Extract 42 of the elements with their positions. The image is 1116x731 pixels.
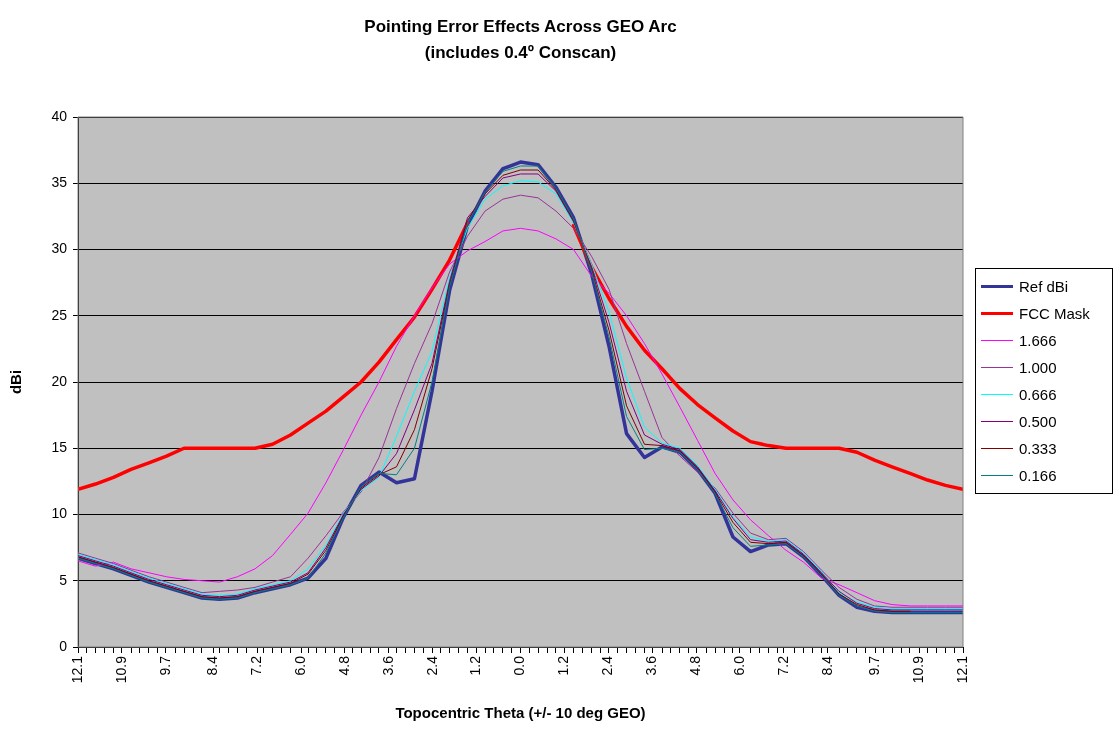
- x-tick-label: 7.2: [248, 655, 265, 676]
- y-tick-label: 0: [59, 637, 68, 654]
- legend-label: 0.666: [1019, 386, 1057, 403]
- x-tick-label: 8.4: [818, 655, 835, 676]
- y-tick-label: 20: [51, 372, 68, 389]
- y-tick-label: 40: [51, 107, 68, 124]
- y-tick-label: 25: [51, 306, 68, 323]
- x-tick-label: 1.2: [555, 655, 572, 676]
- legend-label: 0.333: [1019, 440, 1057, 457]
- y-tick-label: 30: [51, 240, 68, 257]
- x-tick-label: 8.4: [204, 655, 221, 676]
- x-tick-label: 9.7: [156, 655, 173, 676]
- x-tick-label: 9.7: [866, 655, 883, 676]
- x-axis-title: Topocentric Theta (+/- 10 deg GEO): [395, 704, 646, 722]
- x-tick-label: 10.9: [112, 655, 129, 684]
- x-tick-label: 2.4: [423, 655, 440, 676]
- x-tick-label: 1.2: [467, 655, 484, 676]
- legend-label: 1.000: [1019, 359, 1057, 376]
- x-tick-label: 12.1: [68, 655, 85, 684]
- legend-label: 0.166: [1019, 467, 1057, 484]
- x-tick-label: 0.0: [511, 655, 528, 676]
- x-tick-label: 4.8: [686, 655, 703, 676]
- y-tick-label: 10: [51, 505, 68, 522]
- x-tick-label: 7.2: [774, 655, 791, 676]
- y-tick-label: 5: [59, 571, 68, 588]
- x-tick-label: 6.0: [730, 655, 747, 676]
- legend-label: 1.666: [1019, 332, 1057, 349]
- legend-label: Ref dBi: [1019, 278, 1069, 295]
- y-tick-label: 35: [51, 174, 68, 191]
- x-tick-label: 3.6: [643, 655, 660, 676]
- legend-label: FCC Mask: [1019, 305, 1090, 322]
- x-tick-label: 12.1: [953, 655, 970, 684]
- x-tick-label: 6.0: [291, 655, 308, 676]
- x-tick-label: 3.6: [379, 655, 396, 676]
- legend-label: 0.500: [1019, 413, 1057, 430]
- chart-title: Pointing Error Effects Across GEO Arc: [363, 16, 678, 38]
- chart-subtitle: (includes 0.4º Conscan): [423, 42, 618, 64]
- x-tick-label: 4.8: [335, 655, 352, 676]
- x-tick-label: 2.4: [599, 655, 616, 676]
- y-axis-title: dBi: [7, 369, 25, 395]
- y-tick-label: 15: [51, 439, 68, 456]
- x-tick-label: 10.9: [909, 655, 926, 684]
